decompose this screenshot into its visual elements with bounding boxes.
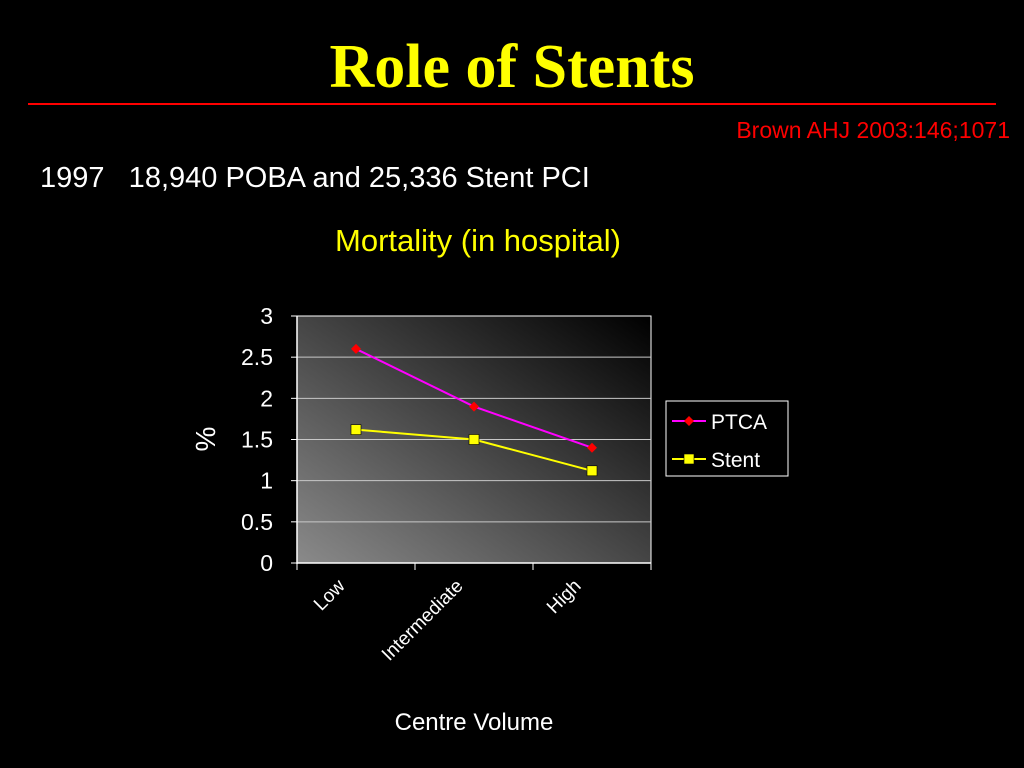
slide-title: Role of Stents	[329, 33, 695, 101]
series-stent	[350, 424, 598, 477]
data-point	[586, 465, 598, 477]
x-axis-ticks: Low Intermediate High	[296, 563, 652, 666]
x-tick-label: High	[543, 576, 585, 618]
x-tick-label: Intermediate	[378, 576, 468, 666]
data-point	[468, 434, 480, 445]
series-layer	[350, 343, 598, 477]
series-ptca	[351, 343, 597, 453]
data-point	[469, 401, 479, 412]
y-tick-label: 1.5	[241, 427, 273, 453]
chart-legend: PTCA Stent	[665, 400, 789, 477]
data-point	[351, 343, 361, 354]
slide-subtitle: 1997 18,940 POBA and 25,336 Stent PCI	[40, 162, 590, 194]
legend-marker	[684, 416, 694, 426]
y-axis-ticks: 0 0.5 1 1.5 2 2.5 3	[241, 303, 297, 576]
y-tick-label: 0.5	[241, 509, 273, 535]
x-axis-label: Centre Volume	[395, 709, 554, 736]
y-tick-label: 0	[260, 550, 273, 576]
x-tick-label: Low	[310, 575, 350, 615]
chart-title: Mortality (in hospital)	[335, 223, 621, 258]
y-tick-label: 2	[260, 385, 273, 411]
legend-label: Stent	[711, 449, 760, 472]
title-divider	[28, 103, 996, 105]
y-axis-label: %	[190, 427, 221, 452]
y-tick-label: 3	[260, 303, 273, 329]
legend-item: Stent	[672, 449, 760, 472]
y-tick-label: 1	[260, 468, 273, 494]
y-tick-label: 2.5	[241, 344, 273, 370]
legend-label: PTCA	[711, 411, 767, 434]
gridlines	[297, 356, 651, 523]
data-point	[587, 442, 597, 453]
data-point	[350, 424, 362, 435]
legend-item: PTCA	[672, 411, 767, 434]
legend-marker	[683, 453, 695, 465]
citation: Brown AHJ 2003:146;1071	[736, 117, 1010, 143]
